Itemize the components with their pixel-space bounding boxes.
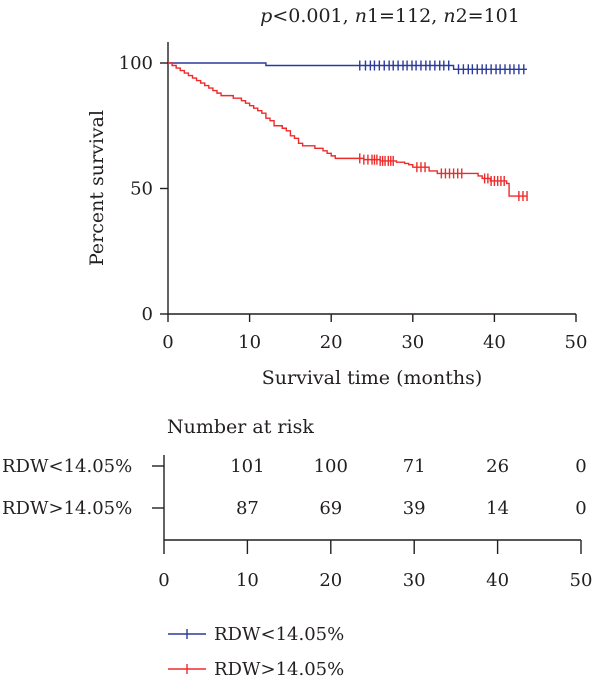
risk-count: 100: [314, 456, 348, 477]
risk-axis-tick-label: 50: [570, 570, 593, 591]
legend: RDW<14.05% RDW>14.05%: [168, 624, 344, 680]
x-tick-label: 20: [320, 332, 343, 353]
risk-count: 71: [403, 456, 426, 477]
risk-count: 39: [403, 498, 426, 519]
risk-axis-tick-label: 0: [158, 570, 169, 591]
risk-axis-tick-label: 30: [403, 570, 426, 591]
x-axis-label: Survival time (months): [262, 367, 482, 389]
y-tick-label: 0: [142, 304, 153, 325]
risk-row-label: RDW<14.05%: [2, 456, 132, 477]
x-tick-label: 40: [483, 332, 506, 353]
x-tick-label: 10: [238, 332, 261, 353]
risk-axis-tick-label: 40: [486, 570, 509, 591]
y-axis-label: Percent survival: [86, 110, 108, 266]
risk-count: 0: [575, 498, 586, 519]
risk-table-title: Number at risk: [167, 416, 314, 438]
p-value-annotation: p<0.001, n1=112, n2=101: [260, 5, 520, 27]
risk-row-label: RDW>14.05%: [2, 498, 132, 519]
risk-count: 26: [486, 456, 509, 477]
x-tick-label: 50: [565, 332, 588, 353]
risk-count: 101: [230, 456, 264, 477]
y-tick-label: 100: [119, 53, 153, 74]
risk-count: 69: [319, 498, 342, 519]
risk-axis-tick-label: 20: [319, 570, 342, 591]
risk-count: 0: [575, 456, 586, 477]
survival-curve-1: [168, 62, 528, 70]
risk-axis-tick-label: 10: [236, 570, 259, 591]
plot-series: [168, 60, 528, 202]
risk-count: 14: [486, 498, 509, 519]
y-tick-label: 50: [130, 179, 153, 200]
plot-axes: 0 50 100 0 10 20 30 40 50: [119, 42, 588, 353]
x-tick-label: 0: [162, 332, 173, 353]
x-tick-label: 30: [401, 332, 424, 353]
legend-label: RDW<14.05%: [214, 624, 344, 645]
risk-count: 87: [236, 498, 259, 519]
legend-label: RDW>14.05%: [214, 659, 344, 680]
risk-table: 0 10 20 30 40 50 RDW<14.05% 101 100 71 26 0 RDW>14.0…: [2, 455, 592, 591]
survival-curve-2: [168, 62, 528, 197]
